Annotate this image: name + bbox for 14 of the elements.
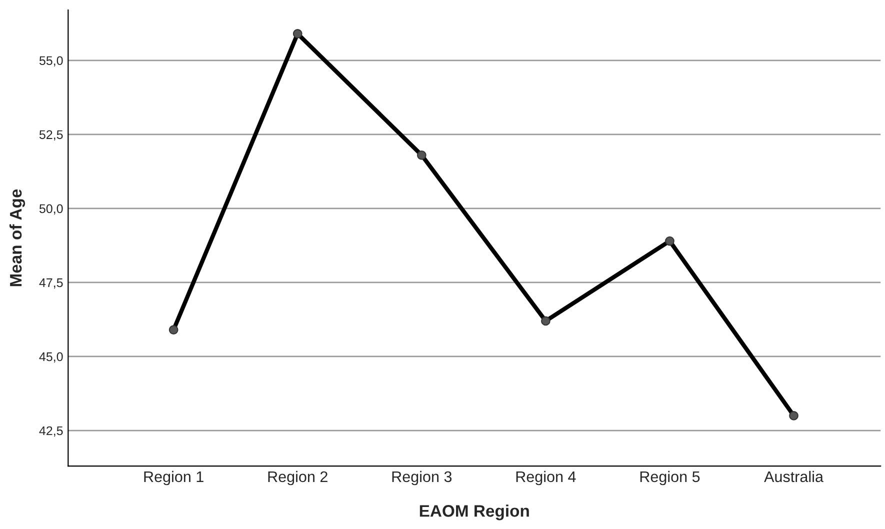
x-tick-label: Region 4 xyxy=(516,470,576,486)
x-tick-label: Australia xyxy=(764,470,824,482)
x-tick-label: Region 1 xyxy=(144,470,204,486)
y-tick-label: 42,5 xyxy=(39,426,63,437)
y-axis-title: Mean of Age xyxy=(9,189,26,286)
y-tick-label: 47,5 xyxy=(39,278,63,289)
x-tick-label: Region 5 xyxy=(640,470,700,486)
y-tick-label: 52,5 xyxy=(39,130,63,141)
y-tick-label: 50,0 xyxy=(39,204,63,215)
x-tick-label: Region 2 xyxy=(268,470,328,486)
y-tick-label: 45,0 xyxy=(39,352,63,363)
x-axis-title: EAOM Region xyxy=(420,504,529,520)
x-tick-label: Region 3 xyxy=(392,470,452,486)
y-tick-label: 55,0 xyxy=(39,56,63,67)
